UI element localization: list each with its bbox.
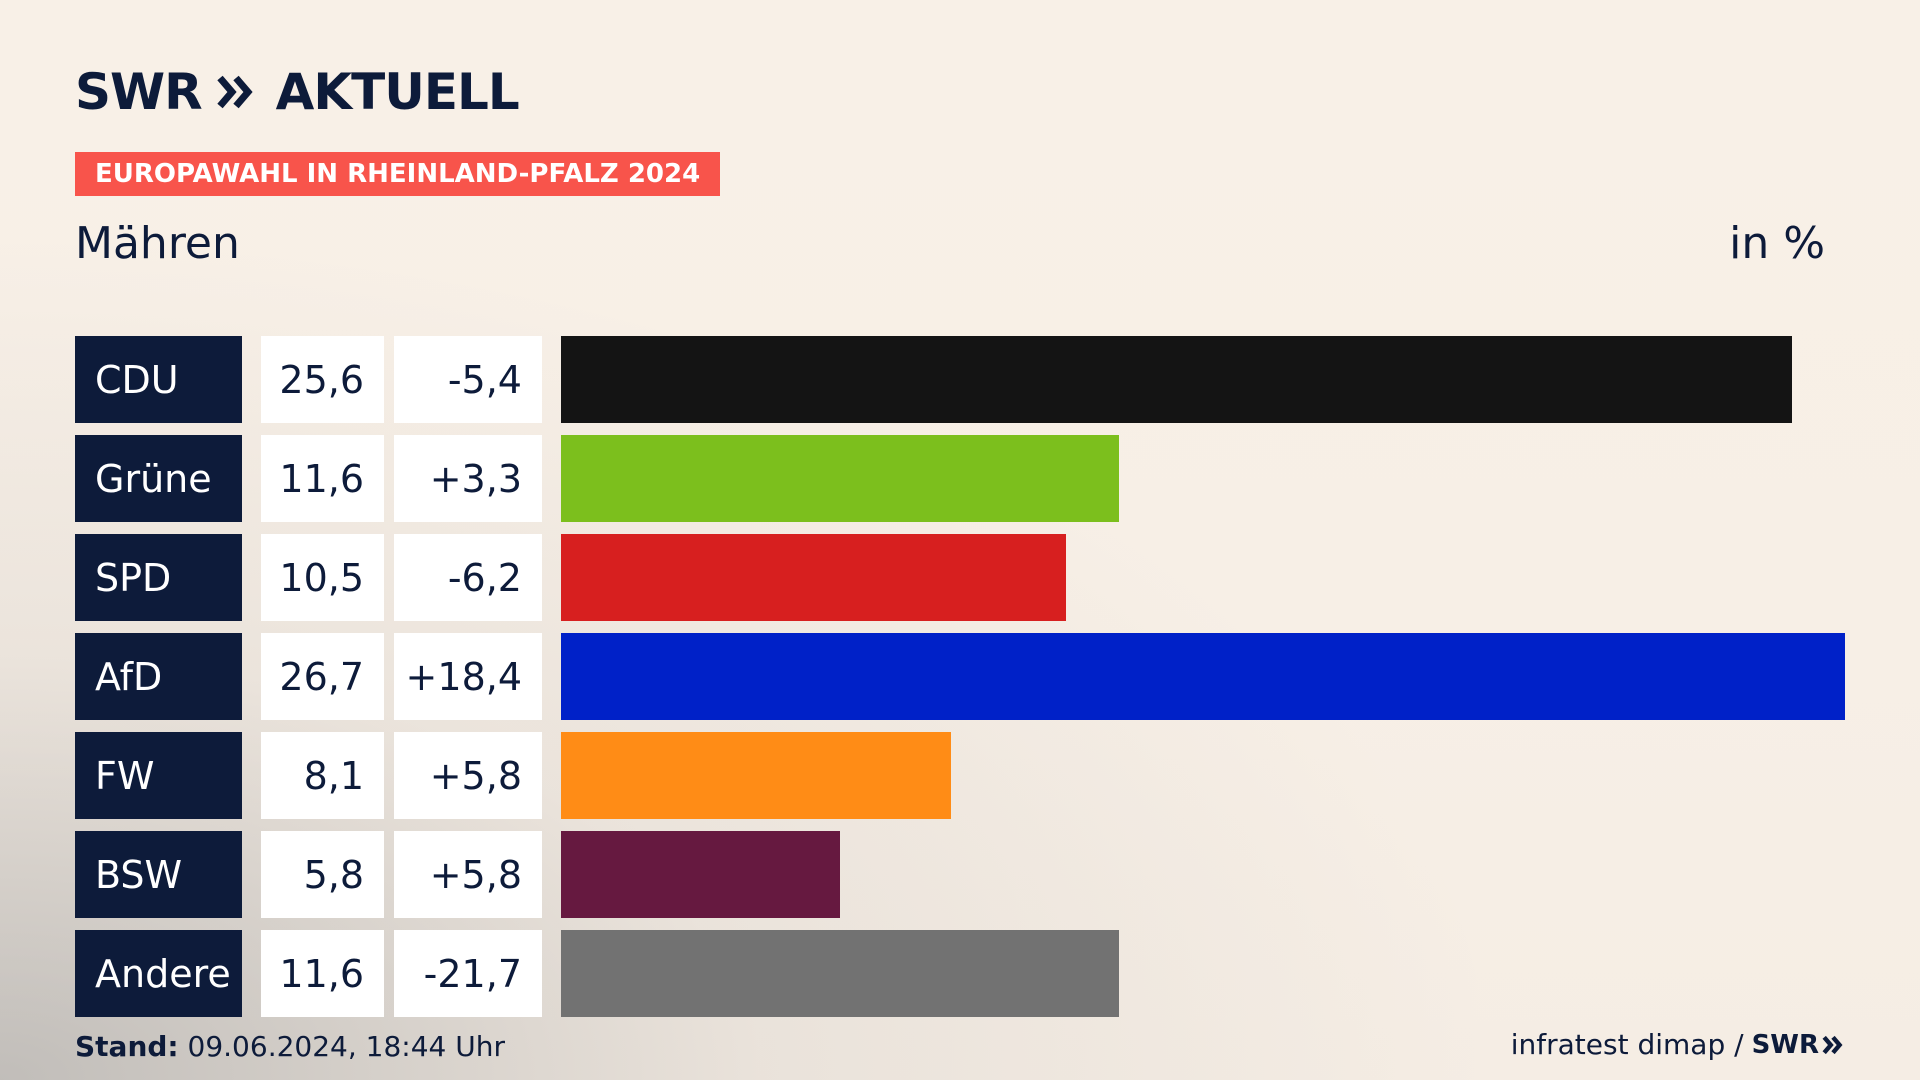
bar-andere bbox=[561, 930, 1119, 1017]
party-label: SPD bbox=[75, 534, 242, 621]
logo-aktuell-text: AKTUELL bbox=[275, 63, 520, 121]
unit-label: in % bbox=[1729, 218, 1825, 269]
value-label: 26,7 bbox=[261, 633, 384, 720]
party-label: Grüne bbox=[75, 435, 242, 522]
swr-aktuell-logo: SWR AKTUELL bbox=[75, 60, 520, 124]
source-text: infratest dimap / bbox=[1510, 1028, 1744, 1061]
party-label: Andere bbox=[75, 930, 242, 1017]
diff-label: +3,3 bbox=[394, 435, 542, 522]
stand-label: Stand: bbox=[75, 1030, 179, 1063]
party-label: BSW bbox=[75, 831, 242, 918]
diff-label: -5,4 bbox=[394, 336, 542, 423]
value-label: 25,6 bbox=[261, 336, 384, 423]
value-label: 8,1 bbox=[261, 732, 384, 819]
value-label: 11,6 bbox=[261, 930, 384, 1017]
source-logo-text: SWR bbox=[1751, 1029, 1819, 1060]
logo-swr-text: SWR bbox=[75, 63, 203, 121]
bar-cdu bbox=[561, 336, 1792, 423]
value-label: 11,6 bbox=[261, 435, 384, 522]
mini-chevron-icon bbox=[1822, 1035, 1843, 1054]
diff-label: -21,7 bbox=[394, 930, 542, 1017]
party-label: AfD bbox=[75, 633, 242, 720]
bar-bsw bbox=[561, 831, 840, 918]
diff-label: +18,4 bbox=[394, 633, 542, 720]
party-label: CDU bbox=[75, 336, 242, 423]
source-logo: SWR bbox=[1752, 1030, 1844, 1060]
value-label: 10,5 bbox=[261, 534, 384, 621]
bar-spd bbox=[561, 534, 1066, 621]
double-chevron-icon bbox=[217, 75, 253, 109]
bar-grüne bbox=[561, 435, 1119, 522]
diff-label: -6,2 bbox=[394, 534, 542, 621]
chart-title: Mähren bbox=[75, 218, 240, 269]
election-badge: EUROPAWAHL IN RHEINLAND-PFALZ 2024 bbox=[75, 152, 721, 196]
timestamp: Stand: 09.06.2024, 18:44 Uhr bbox=[75, 1030, 505, 1063]
bar-afd bbox=[561, 633, 1845, 720]
diff-label: +5,8 bbox=[394, 831, 542, 918]
party-label: FW bbox=[75, 732, 242, 819]
stand-value: 09.06.2024, 18:44 Uhr bbox=[187, 1030, 505, 1063]
value-label: 5,8 bbox=[261, 831, 384, 918]
diff-label: +5,8 bbox=[394, 732, 542, 819]
source-credit: infratest dimap / SWR bbox=[1511, 1028, 1844, 1061]
bar-fw bbox=[561, 732, 951, 819]
